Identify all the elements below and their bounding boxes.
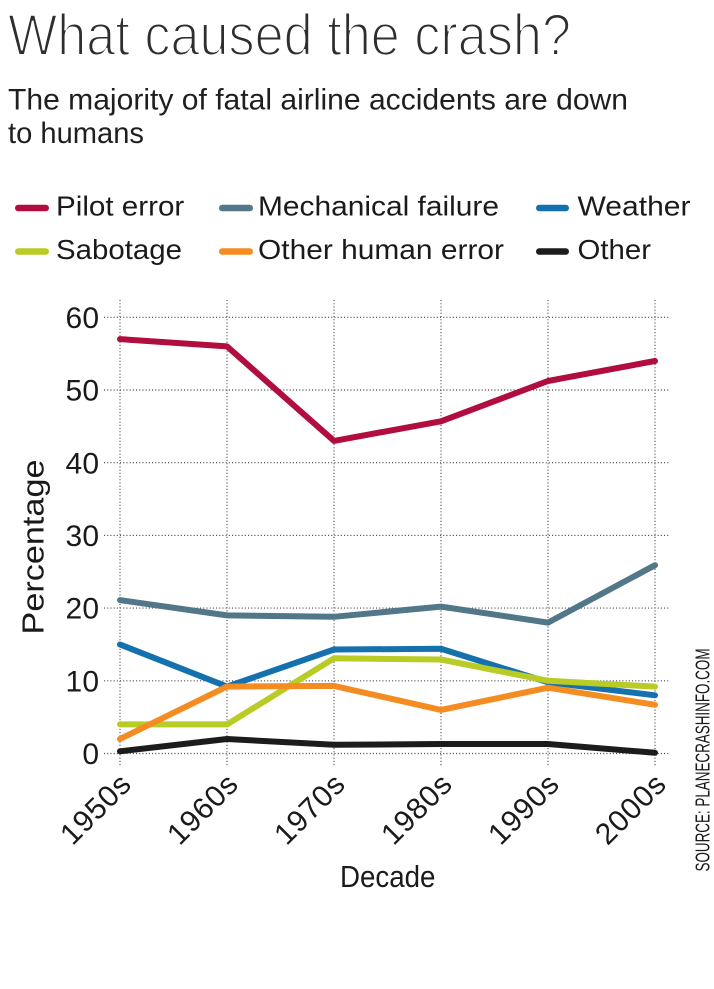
svg-text:The majority of fatal airline: The majority of fatal airline accidents … bbox=[8, 84, 628, 117]
svg-text:What caused the crash?: What caused the crash? bbox=[8, 3, 571, 68]
svg-text:Mechanical failure: Mechanical failure bbox=[258, 190, 499, 221]
svg-text:10: 10 bbox=[66, 665, 100, 698]
svg-text:to humans: to humans bbox=[8, 117, 144, 150]
svg-text:SOURCE: PLANECRASHINFO.COM: SOURCE: PLANECRASHINFO.COM bbox=[693, 649, 714, 872]
svg-text:20: 20 bbox=[66, 593, 100, 626]
svg-text:30: 30 bbox=[66, 520, 100, 553]
svg-text:40: 40 bbox=[66, 447, 100, 480]
svg-text:0: 0 bbox=[82, 738, 99, 771]
svg-text:Weather: Weather bbox=[578, 190, 691, 221]
svg-text:Other: Other bbox=[578, 234, 652, 265]
svg-text:60: 60 bbox=[66, 302, 100, 335]
svg-text:50: 50 bbox=[66, 375, 100, 408]
svg-text:Pilot error: Pilot error bbox=[56, 190, 184, 221]
svg-text:Percentage: Percentage bbox=[17, 460, 51, 635]
svg-text:Decade: Decade bbox=[340, 859, 436, 894]
svg-text:Sabotage: Sabotage bbox=[56, 234, 182, 265]
svg-text:Other human error: Other human error bbox=[258, 234, 504, 265]
